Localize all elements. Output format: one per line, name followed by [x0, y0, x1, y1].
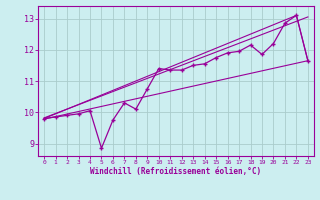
X-axis label: Windchill (Refroidissement éolien,°C): Windchill (Refroidissement éolien,°C)	[91, 167, 261, 176]
